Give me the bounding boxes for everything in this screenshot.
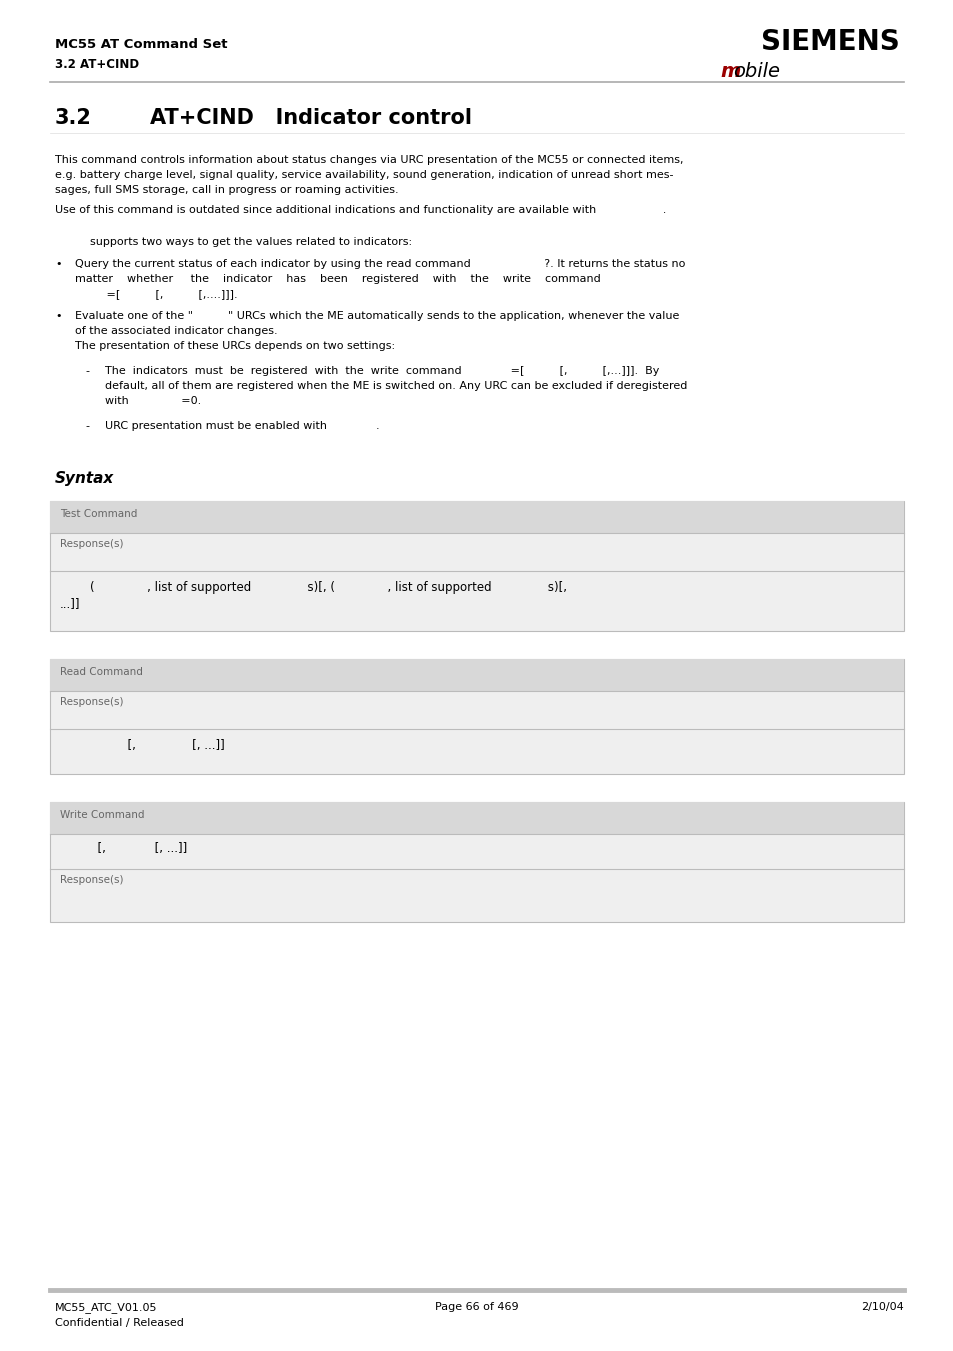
- Text: =[          [,          [,....]]].: =[ [, [,....]]].: [75, 289, 241, 299]
- Text: URC presentation must be enabled with              .: URC presentation must be enabled with .: [105, 422, 379, 431]
- Text: Response(s): Response(s): [60, 875, 123, 885]
- Text: obile: obile: [732, 62, 780, 81]
- Bar: [50, 802, 903, 921]
- Text: MC55_ATC_V01.05: MC55_ATC_V01.05: [55, 1302, 157, 1313]
- Text: The presentation of these URCs depends on two settings:: The presentation of these URCs depends o…: [75, 340, 395, 351]
- Text: Evaluate one of the "          " URCs which the ME automatically sends to the ap: Evaluate one of the " " URCs which the M…: [75, 311, 679, 322]
- Text: This command controls information about status changes via URC presentation of t: This command controls information about …: [55, 155, 682, 165]
- Text: Response(s): Response(s): [60, 697, 123, 707]
- Text: 2/10/04: 2/10/04: [861, 1302, 903, 1312]
- Text: AT+CIND   Indicator control: AT+CIND Indicator control: [150, 108, 472, 128]
- Text: The  indicators  must  be  registered  with  the  write  command              =[: The indicators must be registered with t…: [105, 366, 659, 376]
- Bar: [50, 501, 903, 631]
- Text: Use of this command is outdated since additional indications and functionality a: Use of this command is outdated since ad…: [55, 205, 666, 215]
- Text: default, all of them are registered when the ME is switched on. Any URC can be e: default, all of them are registered when…: [105, 381, 687, 390]
- Text: 3.2 AT+CIND: 3.2 AT+CIND: [55, 58, 139, 72]
- Text: -: -: [85, 422, 89, 431]
- Bar: [50, 659, 903, 690]
- Text: SIEMENS: SIEMENS: [760, 28, 899, 55]
- Text: Write Command: Write Command: [60, 811, 144, 820]
- Text: with               =0.: with =0.: [105, 396, 201, 407]
- Text: Syntax: Syntax: [55, 471, 114, 486]
- Text: of the associated indicator changes.: of the associated indicator changes.: [75, 326, 277, 336]
- Text: Page 66 of 469: Page 66 of 469: [435, 1302, 518, 1312]
- Text: Response(s): Response(s): [60, 539, 123, 549]
- Text: m: m: [720, 62, 740, 81]
- Bar: [50, 659, 903, 774]
- Text: Query the current status of each indicator by using the read command            : Query the current status of each indicat…: [75, 259, 684, 269]
- Text: sages, full SMS storage, call in progress or roaming activities.: sages, full SMS storage, call in progres…: [55, 185, 398, 195]
- Text: •: •: [55, 259, 61, 269]
- Text: supports two ways to get the values related to indicators:: supports two ways to get the values rela…: [55, 236, 412, 247]
- Text: -: -: [85, 366, 89, 376]
- Text: 3.2: 3.2: [55, 108, 91, 128]
- Text: MC55 AT Command Set: MC55 AT Command Set: [55, 38, 227, 51]
- Text: (              , list of supported               s)[, (              , list of s: ( , list of supported s)[, ( , list of s: [60, 581, 566, 594]
- Bar: [50, 501, 903, 534]
- Text: [,               [, ...]]: [, [, ...]]: [60, 739, 225, 753]
- Text: Read Command: Read Command: [60, 667, 143, 677]
- Text: Test Command: Test Command: [60, 509, 137, 519]
- Text: e.g. battery charge level, signal quality, service availability, sound generatio: e.g. battery charge level, signal qualit…: [55, 170, 673, 180]
- Text: matter    whether     the    indicator    has    been    registered    with    t: matter whether the indicator has been re…: [75, 274, 600, 284]
- Text: Confidential / Released: Confidential / Released: [55, 1319, 184, 1328]
- Text: [,             [, ...]]: [, [, ...]]: [60, 842, 187, 855]
- Bar: [50, 802, 903, 834]
- Text: •: •: [55, 311, 61, 322]
- Text: ...]]: ...]]: [60, 597, 80, 611]
